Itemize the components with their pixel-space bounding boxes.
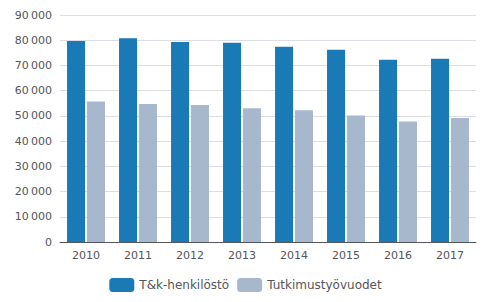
svg-text:10 000: 10 000: [15, 210, 52, 223]
svg-text:2010: 2010: [72, 249, 100, 262]
svg-text:2013: 2013: [228, 249, 256, 262]
svg-text:90 000: 90 000: [15, 9, 52, 22]
svg-text:2016: 2016: [384, 249, 412, 262]
svg-text:50 000: 50 000: [15, 109, 52, 122]
svg-text:T&k-henkilöstö: T&k-henkilöstö: [138, 278, 229, 292]
svg-text:Tutkimustyövuodet: Tutkimustyövuodet: [266, 278, 382, 292]
svg-text:80 000: 80 000: [15, 34, 52, 47]
svg-text:20 000: 20 000: [15, 185, 52, 198]
svg-text:2012: 2012: [176, 249, 204, 262]
svg-text:2011: 2011: [124, 249, 152, 262]
svg-text:40 000: 40 000: [15, 135, 52, 148]
svg-text:2017: 2017: [436, 249, 464, 262]
svg-text:2015: 2015: [332, 249, 360, 262]
svg-text:70 000: 70 000: [15, 59, 52, 72]
svg-text:60 000: 60 000: [15, 84, 52, 97]
svg-text:0: 0: [45, 236, 52, 249]
svg-text:2014: 2014: [280, 249, 308, 262]
svg-text:30 000: 30 000: [15, 160, 52, 173]
